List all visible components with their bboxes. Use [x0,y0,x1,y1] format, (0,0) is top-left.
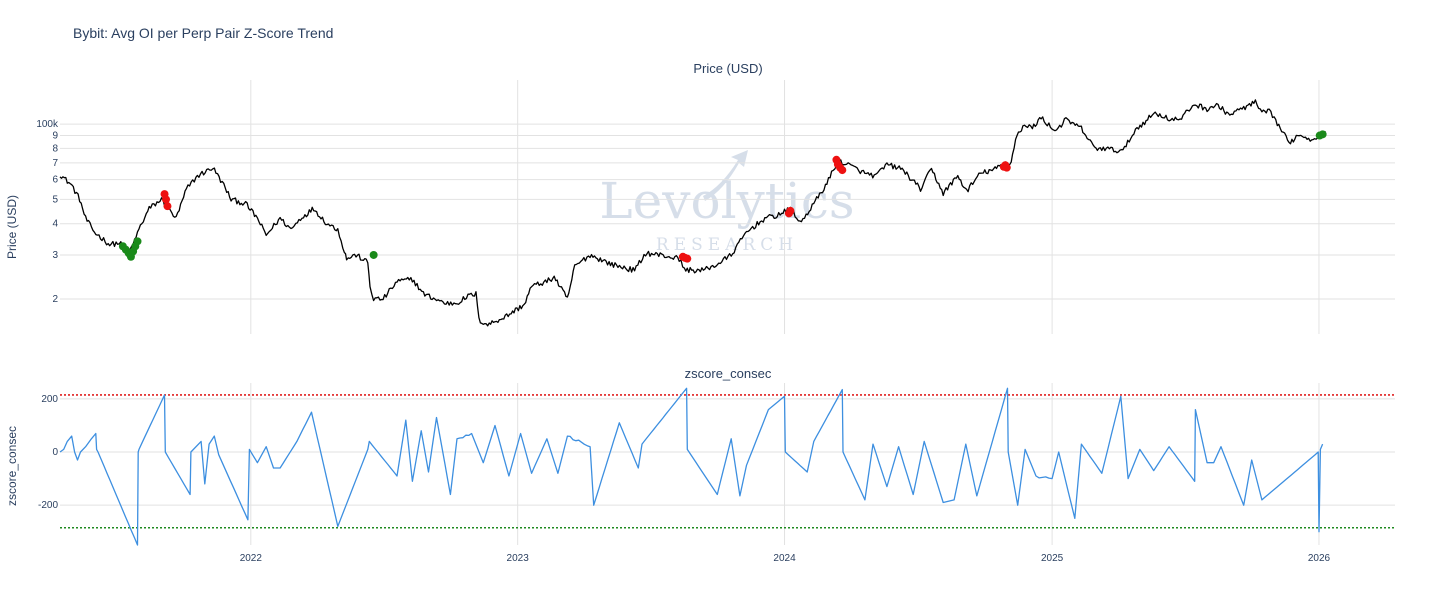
x-tick-label: 2024 [773,553,796,564]
zscore-y-tick-label: 200 [41,394,58,405]
watermark-brand: Levolytics [599,172,854,230]
zscore-y-ticks: -200 0 200 [38,394,58,511]
sell-signal-point [162,195,171,204]
buy-signal-point [369,250,378,259]
zscore-y-tick-label: -200 [38,500,58,511]
figure-title: Bybit: Avg OI per Perp Pair Z-Score Tren… [73,25,333,41]
price-y-tick-label: 100k [36,119,59,130]
x-tick-label: 2025 [1041,553,1064,564]
zscore-y-axis-label: zscore_consec [5,426,19,506]
zscore-series-line [59,387,1324,546]
buy-signal-markers [118,130,1327,261]
price-y-tick-label: 5 [52,194,58,205]
buy-signal-point [1318,130,1327,139]
zscore-panel: zscore_consec zscore_consec -200 0 200 [5,366,1395,546]
sell-signal-point [838,166,847,175]
price-y-tick-label: 7 [52,158,58,169]
price-series-line [59,99,1327,327]
x-tick-label: 2026 [1308,553,1331,564]
sell-signal-point [786,206,795,215]
price-panel-title: Price (USD) [693,61,762,76]
watermark-sub: RESEARCH [656,235,798,255]
sell-signal-markers [160,155,1011,263]
price-gridlines [60,80,1395,334]
zscore-y-tick-label: 0 [52,447,58,458]
sell-signal-point [683,254,692,263]
price-y-tick-label: 4 [52,219,58,230]
price-y-tick-label: 6 [52,175,58,186]
sell-signal-point [163,202,172,211]
x-axis-ticks: 2022 2023 2024 2025 2026 [240,553,1331,564]
price-y-tick-label: 9 [52,131,58,142]
sell-signal-point [1002,163,1011,172]
price-y-tick-label: 8 [52,143,58,154]
price-y-axis-label: Price (USD) [5,195,19,259]
price-y-tick-label: 2 [52,294,58,305]
watermark: Levolytics RESEARCH [599,150,855,255]
x-tick-label: 2023 [507,553,530,564]
zscore-panel-title: zscore_consec [685,366,772,381]
buy-signal-point [133,237,142,246]
x-tick-label: 2022 [240,553,263,564]
price-y-tick-label: 3 [52,250,58,261]
